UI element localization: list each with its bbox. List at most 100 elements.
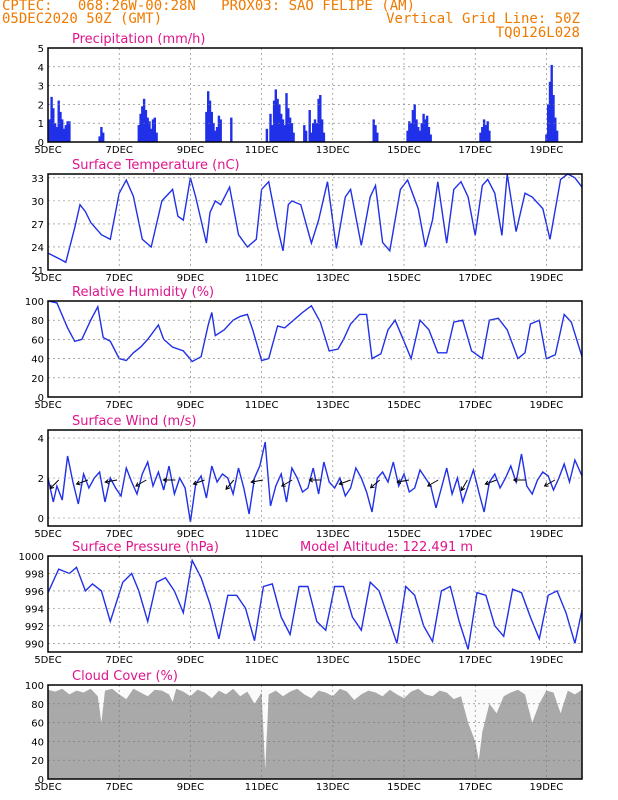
panel-0-xtick-7: 19DEC [530,145,564,156]
panel-3-xtick-3: 11DEC [245,529,279,540]
panel-0-bar-30 [212,123,215,142]
panel-3-xtick-7: 19DEC [530,529,564,540]
panel-0-bar-58 [317,98,320,142]
panel-0-bar-23 [151,119,155,142]
panel-2-ytick-1: 20 [31,374,44,385]
wind-arrow-2 [105,479,118,483]
panel-1-ytick-1: 24 [31,243,44,254]
panel-2-ytick-0: 0 [38,393,44,404]
panel-2-xtick-3: 11DEC [245,400,279,411]
panel-0-bar-72 [418,130,422,142]
panel-0-bar-0 [48,119,51,142]
panel-2-ytick-3: 60 [31,335,44,346]
panel-0-bar-29 [210,111,213,142]
panel-3-xtick-4: 13DEC [316,529,350,540]
panel-5-ytick-3: 60 [31,719,44,730]
panel-0-xtick-3: 11DEC [245,145,279,156]
panel-1-xtick-3: 11DEC [245,273,279,284]
panel-0-ytick-1: 1 [38,119,44,130]
header-datetime: 05DEC2020 50Z (GMT) [2,11,163,27]
panel-1-xtick-5: 15DEC [387,273,421,284]
panel-0-bar-79 [479,132,482,142]
panel-0-bar-68 [411,110,415,142]
panel-0-bar-38 [271,125,274,142]
panel-0-bar-52 [304,130,308,142]
panel-5-xtick-7: 19DEC [530,782,564,793]
panel-0-bar-6 [59,111,62,142]
panel-5-xtick-6: 17DEC [458,782,492,793]
wind-arrowhead-9 [308,477,314,483]
panel-3-xtick-5: 15DEC [387,529,421,540]
wind-arrowhead-2 [104,479,110,484]
wind-arrowhead-4 [162,477,168,483]
panel-0-bar-83 [486,121,489,142]
panel-4-title: Surface Pressure (hPa) [72,540,219,555]
panel-0-ytick-2: 2 [38,100,44,111]
panel-0-bar-62 [372,119,375,142]
panel-0-bar-80 [481,127,484,142]
panel-3-series-line [47,441,583,523]
wind-arrowhead-17 [543,482,549,487]
panel-0-bar-61 [322,132,326,142]
panel-0-bar-87 [548,81,552,142]
panel-0-ytick-4: 4 [38,63,44,74]
panel-5-cloud-area [48,688,582,779]
panel-2-xtick-2: 9DEC [177,400,204,411]
panel-4-xtick-2: 9DEC [177,655,204,666]
panel-0-bar-37 [269,113,272,142]
panel-0-bar-54 [310,132,313,142]
panel-0-bar-39 [272,100,276,142]
panel-3-frame [47,429,583,527]
wind-arrowhead-11 [369,483,375,489]
panel-0-ytick-5: 5 [38,44,44,55]
panel-5-xtick-4: 13DEC [316,782,350,793]
wind-arrow-0 [49,479,60,489]
panel-0-xtick-4: 13DEC [316,145,350,156]
panel-2-xtick-5: 15DEC [387,400,421,411]
wind-arrow-8 [281,479,293,487]
panel-1-xtick-0: 5DEC [34,273,61,284]
panel-0-bar-34 [219,119,222,142]
header-grid-line: Vertical Grid Line: 50Z [386,11,580,27]
panel-0-frame [47,47,583,143]
panel-5-ytick-4: 80 [31,700,44,711]
panel-5-ytick-5: 100 [25,681,44,692]
panel-0-bar-71 [417,127,420,142]
panel-0-xtick-6: 17DEC [458,145,492,156]
panel-3-xtick-1: 7DEC [106,529,133,540]
panel-0-bar-64 [376,132,379,142]
wind-arrow-11 [370,479,381,489]
panel-3-xtick-2: 9DEC [177,529,204,540]
panel-0-bar-44 [281,119,285,142]
panel-0-bar-1 [50,96,53,142]
wind-arrowhead-10 [338,480,344,486]
panel-0-bar-20 [146,117,149,142]
panel-0-bar-78 [429,134,432,142]
panel-0-bar-73 [420,123,423,142]
panel-0-bar-89 [552,95,555,142]
panel-0-bar-41 [276,98,279,142]
panel-0-bar-2 [52,108,55,142]
panel-5-ytick-0: 0 [38,775,44,786]
panel-0-bar-11 [68,121,71,142]
wind-arrow-12 [397,479,410,483]
panel-4-ytick-4: 998 [25,570,44,581]
wind-arrowhead-13 [426,482,432,487]
panel-0-bar-21 [148,121,151,142]
wind-arrowhead-1 [75,480,81,486]
panel-5-xtick-5: 15DEC [387,782,421,793]
panel-2-xtick-7: 19DEC [530,400,564,411]
panel-0-xtick-2: 9DEC [177,145,204,156]
wind-arrowhead-6 [225,485,231,490]
wind-arrowhead-16 [512,477,518,483]
panel-0-bar-46 [285,93,288,142]
panel-3-title: Surface Wind (m/s) [72,414,196,429]
panel-0-bar-26 [205,111,208,142]
panel-0-bar-25 [155,132,158,142]
panel-0-title: Precipitation (mm/h) [72,32,205,47]
panel-0-bar-40 [274,89,277,142]
panel-0-bar-10 [66,121,69,142]
panel-0-bar-32 [215,127,219,142]
panel-4-ytick-3: 996 [25,587,44,598]
panel-0-bar-55 [312,123,315,142]
